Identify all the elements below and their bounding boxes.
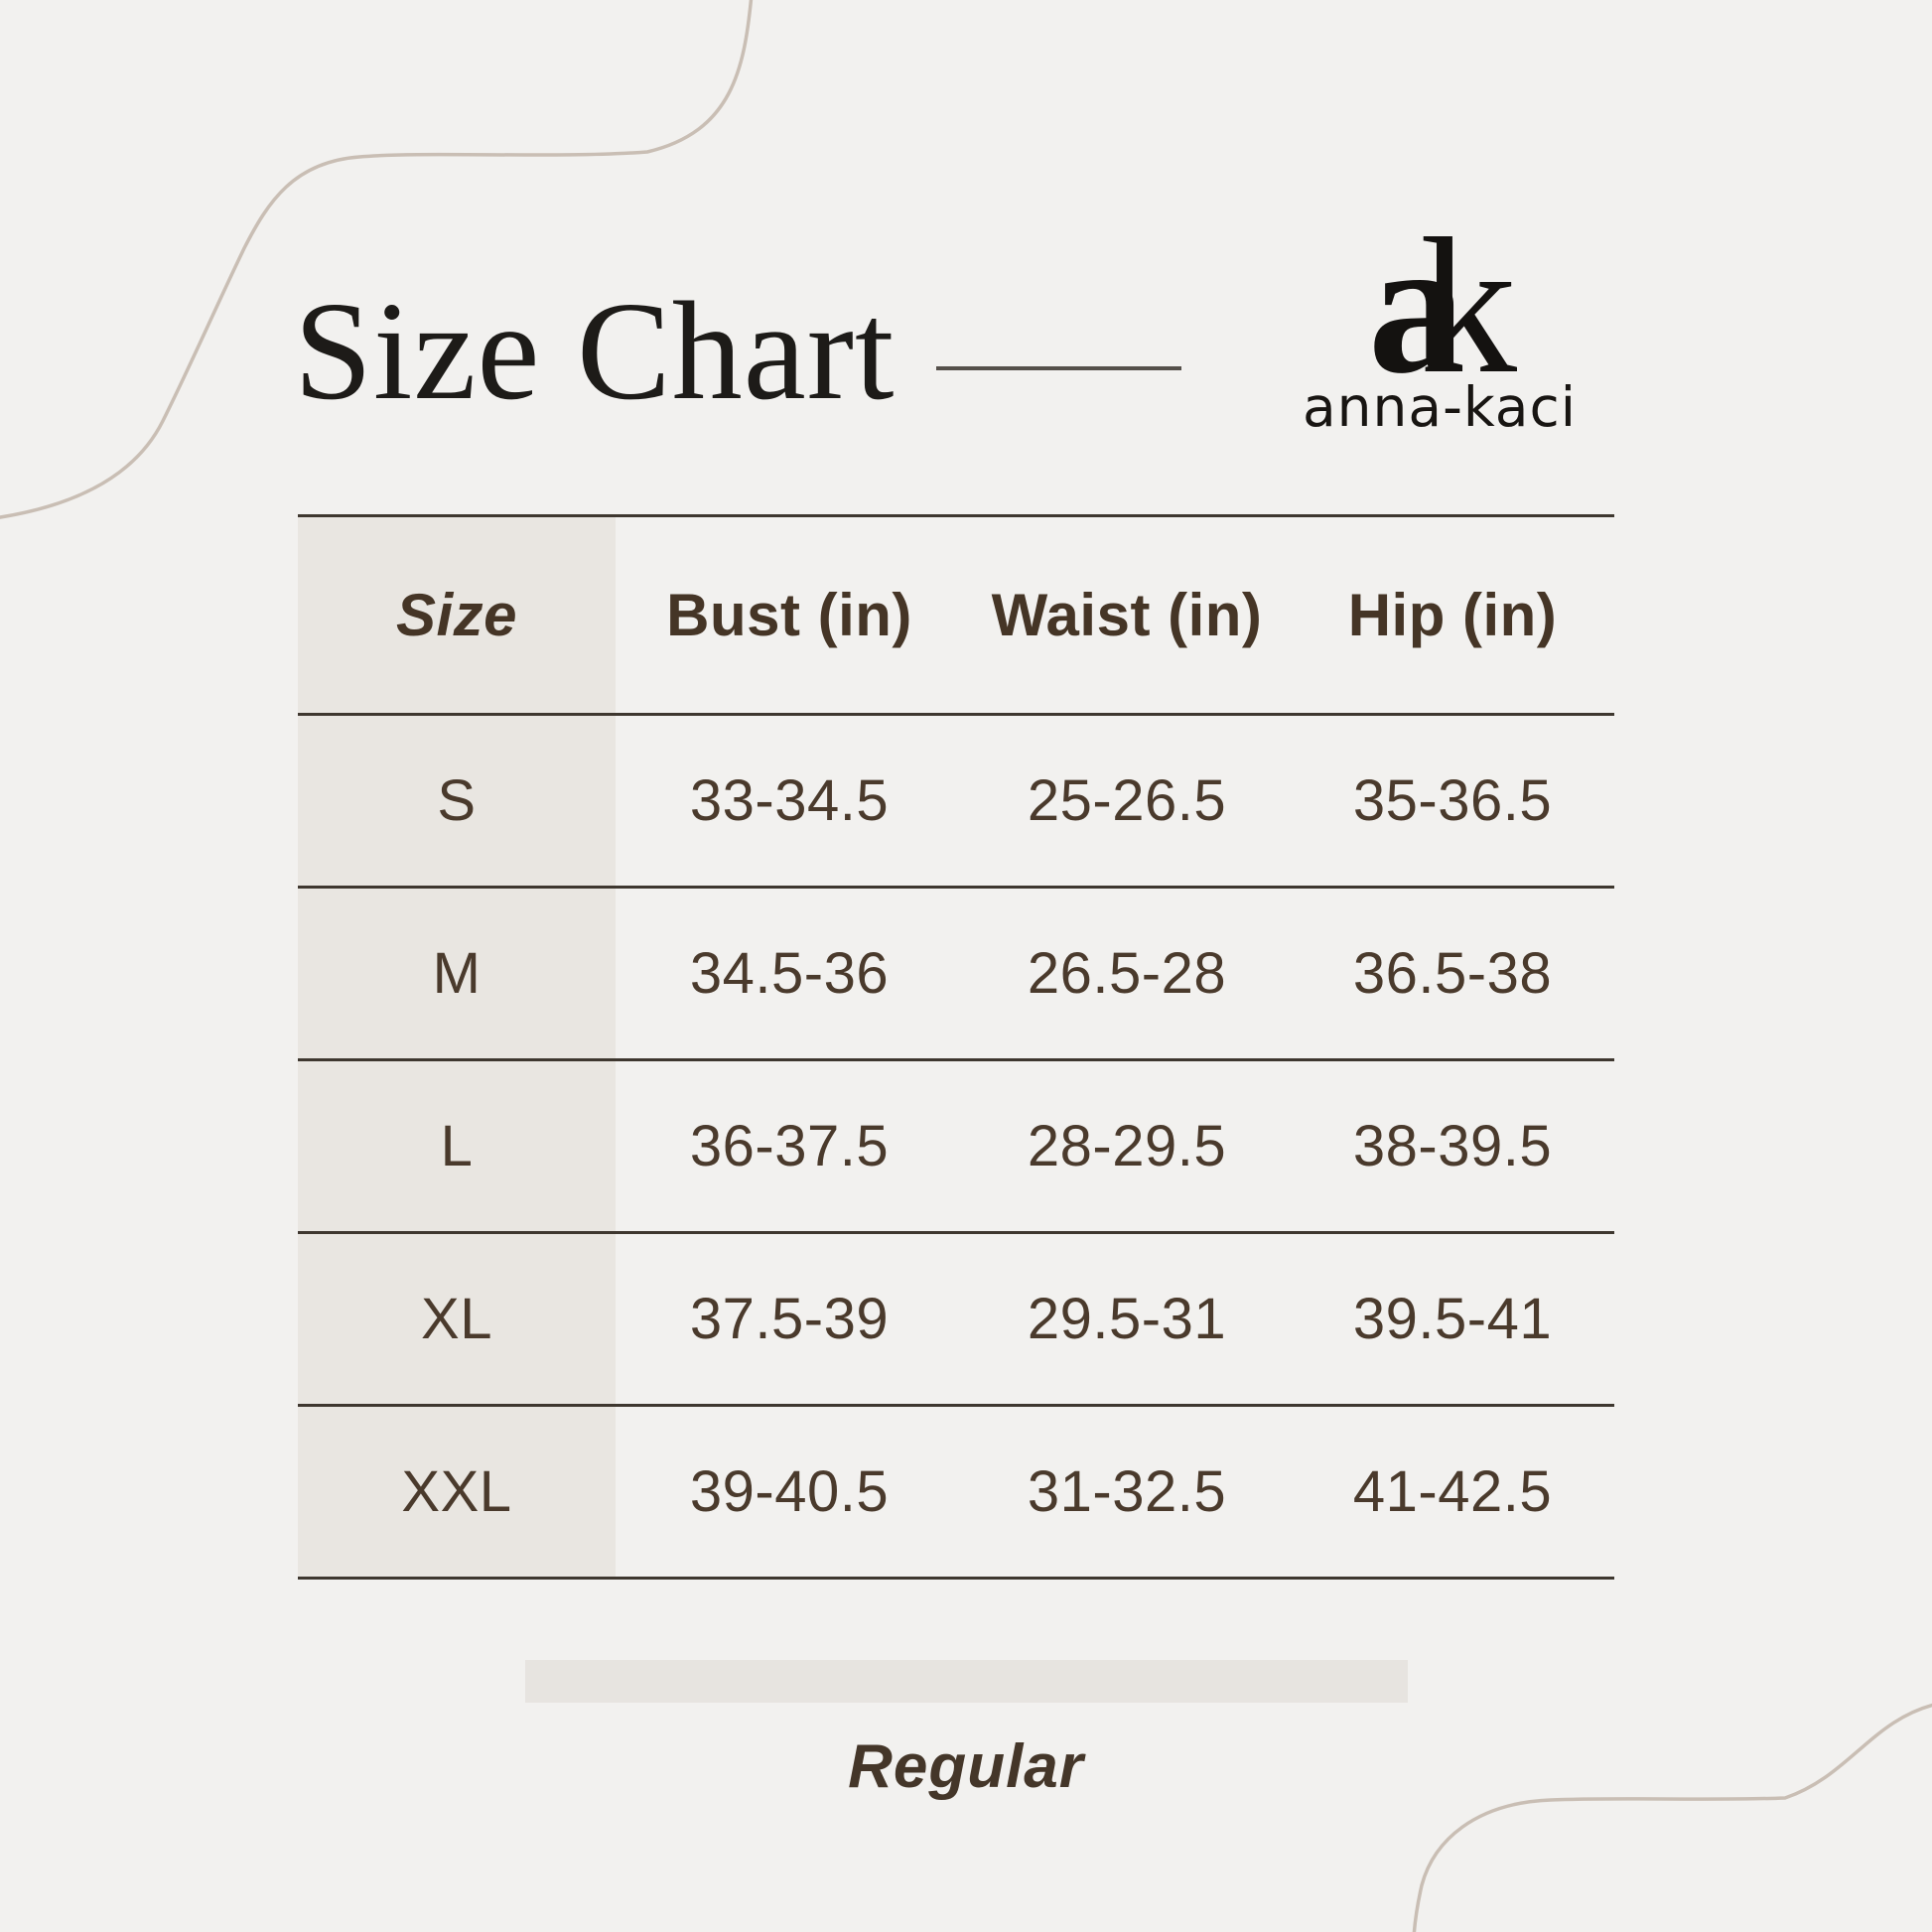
column-header-bust: Bust (in)	[666, 582, 912, 648]
cell-waist: 25-26.5	[1027, 768, 1227, 833]
cell-size: M	[298, 889, 616, 1058]
cell-hip: 39.5-41	[1352, 1287, 1553, 1351]
cell-hip: 38-39.5	[1352, 1114, 1553, 1178]
cell-waist: 28-29.5	[1027, 1114, 1227, 1178]
cell-size: L	[298, 1061, 616, 1231]
cell-size: S	[298, 716, 616, 886]
table-row: XXL 39-40.5 31-32.5 41-42.5	[298, 1407, 1614, 1580]
monogram-letter-a: a	[1368, 199, 1465, 414]
title-dash-line	[936, 366, 1181, 370]
cell-bust: 37.5-39	[689, 1287, 890, 1351]
cell-hip: 36.5-38	[1352, 941, 1553, 1006]
top-left-curve-line	[0, 0, 754, 519]
cell-hip: 41-42.5	[1352, 1459, 1553, 1524]
monogram-letter-k: k	[1420, 199, 1517, 414]
cell-size: XL	[298, 1234, 616, 1404]
column-header-hip: Hip (in)	[1347, 582, 1558, 648]
table-row: S 33-34.5 25-26.5 35-36.5	[298, 716, 1614, 889]
cell-size: XXL	[298, 1407, 616, 1577]
brand-name: anna-kaci	[1302, 375, 1578, 439]
fit-type-label: Regular	[848, 1732, 1084, 1801]
cell-bust: 36-37.5	[689, 1114, 890, 1178]
size-chart-table: Size Bust (in) Waist (in) Hip (in) S 33-…	[298, 514, 1614, 1580]
table-row: L 36-37.5 28-29.5 38-39.5	[298, 1061, 1614, 1234]
table-row: XL 37.5-39 29.5-31 39.5-41	[298, 1234, 1614, 1407]
cell-waist: 29.5-31	[1027, 1287, 1227, 1351]
column-header-size: Size	[298, 517, 616, 713]
fit-highlight-bar	[525, 1660, 1408, 1703]
page-title: Size Chart	[294, 272, 896, 429]
brand-logo-monogram: a k	[1368, 175, 1547, 404]
cell-bust: 33-34.5	[689, 768, 890, 833]
table-header-row: Size Bust (in) Waist (in) Hip (in)	[298, 517, 1614, 716]
table-row: M 34.5-36 26.5-28 36.5-38	[298, 889, 1614, 1061]
cell-waist: 31-32.5	[1027, 1459, 1227, 1524]
cell-waist: 26.5-28	[1027, 941, 1227, 1006]
cell-hip: 35-36.5	[1352, 768, 1553, 833]
column-header-waist: Waist (in)	[991, 582, 1263, 648]
cell-bust: 39-40.5	[689, 1459, 890, 1524]
cell-bust: 34.5-36	[689, 941, 890, 1006]
